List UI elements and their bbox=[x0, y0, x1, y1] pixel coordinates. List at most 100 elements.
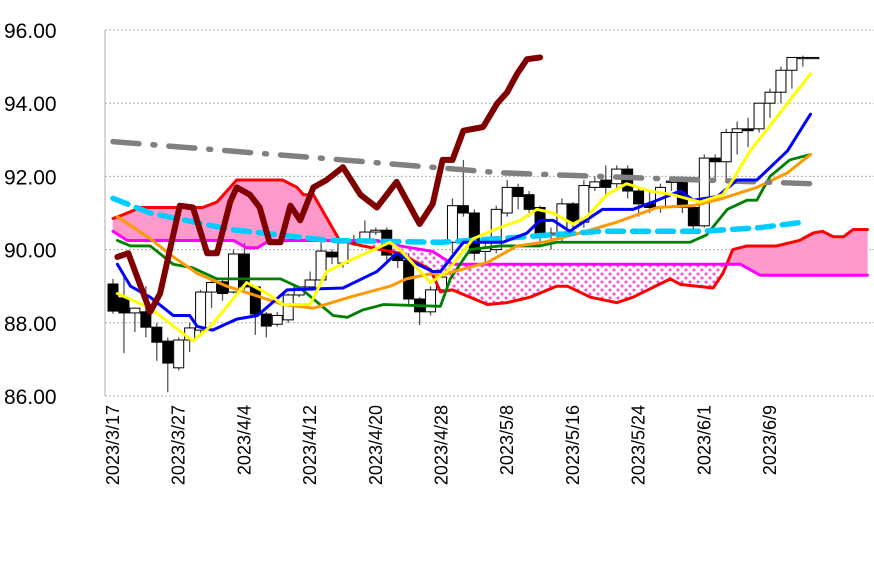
candle bbox=[118, 273, 130, 354]
cloud-bullish-segment bbox=[796, 240, 799, 276]
cloud-bullish-segment bbox=[754, 245, 758, 274]
cloud-bearish-segment bbox=[463, 264, 466, 296]
cloud-bearish-segment bbox=[548, 264, 551, 290]
candle bbox=[775, 66, 787, 104]
cloud-bearish-segment bbox=[704, 264, 707, 288]
candle-body-up bbox=[731, 128, 743, 133]
candle bbox=[709, 154, 721, 181]
candle-body-up bbox=[282, 294, 294, 321]
candle bbox=[227, 249, 239, 294]
cloud-bearish-segment bbox=[627, 264, 630, 300]
cloud-bearish-segment bbox=[647, 264, 650, 291]
cloud-bearish-segment bbox=[638, 264, 641, 295]
y-axis-labels: 86.00 88.00 90.00 92.00 94.00 96.00 bbox=[4, 20, 57, 409]
cloud-bearish-segment bbox=[498, 264, 501, 304]
cloud-bearish-segment bbox=[590, 264, 593, 298]
cloud-bearish-segment bbox=[688, 264, 692, 286]
cloud-bearish-segment bbox=[693, 264, 696, 287]
cloud-bearish-segment bbox=[485, 264, 488, 305]
cloud-bullish-segment bbox=[132, 209, 136, 241]
cloud-bullish-segment bbox=[125, 212, 129, 241]
candle-body-down bbox=[260, 313, 272, 327]
candle bbox=[173, 337, 185, 371]
cloud-bearish-segment bbox=[594, 264, 597, 299]
candle bbox=[304, 271, 316, 290]
cloud-bearish-segment bbox=[502, 264, 506, 304]
cloud-bearish-segment bbox=[489, 264, 492, 305]
candle-body-down bbox=[457, 205, 469, 214]
candle bbox=[731, 121, 743, 155]
cloud-bullish-segment bbox=[839, 236, 843, 276]
cloud-bearish-segment bbox=[575, 264, 578, 291]
cloud-bullish-segment bbox=[736, 247, 740, 265]
cloud-bearish-segment bbox=[636, 264, 639, 296]
cloud-bullish-segment bbox=[763, 245, 766, 276]
cloud-bullish-segment bbox=[250, 179, 254, 249]
cloud-bullish-segment bbox=[793, 240, 797, 276]
candle bbox=[698, 154, 710, 228]
candle-body-up bbox=[753, 102, 765, 130]
x-tick-label: 2023/5/16 bbox=[563, 405, 583, 485]
candle-body-down bbox=[162, 340, 174, 364]
cloud-bearish-segment bbox=[509, 264, 512, 303]
cloud-bearish-segment bbox=[603, 264, 606, 301]
candle-body-down bbox=[523, 194, 535, 210]
cloud-bearish-segment bbox=[476, 264, 479, 301]
candle bbox=[622, 165, 634, 199]
candle bbox=[797, 55, 809, 67]
cloud-bearish-segment bbox=[434, 252, 438, 285]
cloud-bearish-segment bbox=[465, 264, 468, 297]
cloud-bearish-segment bbox=[500, 264, 503, 304]
cloud-bullish-segment bbox=[121, 214, 125, 239]
cloud-bullish-segment bbox=[859, 229, 863, 276]
candle bbox=[633, 187, 645, 217]
cloud-bullish-segment bbox=[776, 245, 780, 276]
candle bbox=[512, 183, 524, 210]
cloud-bearish-segment bbox=[561, 264, 565, 287]
cloud-bearish-segment bbox=[526, 264, 530, 298]
cloud-bearish-segment bbox=[421, 249, 424, 267]
cloud-bullish-segment bbox=[842, 235, 845, 276]
cloud-bullish-segment bbox=[822, 230, 825, 276]
cloud-bearish-segment bbox=[612, 264, 615, 303]
candle bbox=[808, 56, 820, 60]
cloud-bearish-segment bbox=[667, 264, 670, 281]
candle-body-up bbox=[337, 242, 349, 264]
cloud-bearish-segment bbox=[478, 264, 481, 302]
cloud-bearish-segment bbox=[658, 264, 661, 285]
cloud-bullish-segment bbox=[800, 238, 804, 276]
cloud-bullish-segment bbox=[767, 245, 771, 276]
cloud-bullish-segment bbox=[134, 208, 138, 241]
cloud-bearish-segment bbox=[671, 264, 674, 281]
cloud-bearish-segment bbox=[621, 264, 624, 302]
cloud-bullish-segment bbox=[167, 207, 171, 241]
cloud-bullish-segment bbox=[215, 200, 219, 241]
cloud-bearish-segment bbox=[588, 264, 591, 298]
candle bbox=[129, 307, 141, 332]
cloud-bullish-segment bbox=[804, 235, 808, 276]
cloud-bearish-segment bbox=[601, 264, 604, 300]
cloud-bearish-segment bbox=[660, 264, 663, 284]
cloud-bullish-segment bbox=[863, 229, 867, 276]
cloud-bearish-segment bbox=[566, 264, 569, 287]
cloud-bearish-segment bbox=[496, 264, 499, 304]
cloud-bullish-segment bbox=[204, 205, 208, 241]
cloud-bullish-segment bbox=[826, 233, 830, 276]
cloud-bearish-segment bbox=[417, 248, 420, 264]
candle-body-down bbox=[118, 297, 130, 314]
cloud-bearish-segment bbox=[684, 264, 687, 286]
x-tick-label: 2023/5/8 bbox=[497, 405, 517, 475]
cloud-bullish-segment bbox=[255, 179, 258, 249]
cloud-bullish-segment bbox=[312, 194, 315, 241]
cloud-bullish-segment bbox=[274, 179, 278, 241]
cloud-bearish-segment bbox=[546, 264, 549, 291]
cloud-bearish-segment bbox=[625, 264, 628, 300]
cloud-bearish-segment bbox=[415, 248, 418, 263]
cloud-bearish-segment bbox=[599, 264, 602, 300]
cloud-bullish-segment bbox=[866, 229, 868, 276]
cloud-bearish-segment bbox=[507, 264, 510, 303]
cloud-bullish-segment bbox=[758, 245, 762, 276]
cloud-bullish-segment bbox=[213, 202, 217, 241]
cloud-bullish-segment bbox=[811, 232, 815, 276]
candle-body-up bbox=[808, 56, 820, 60]
